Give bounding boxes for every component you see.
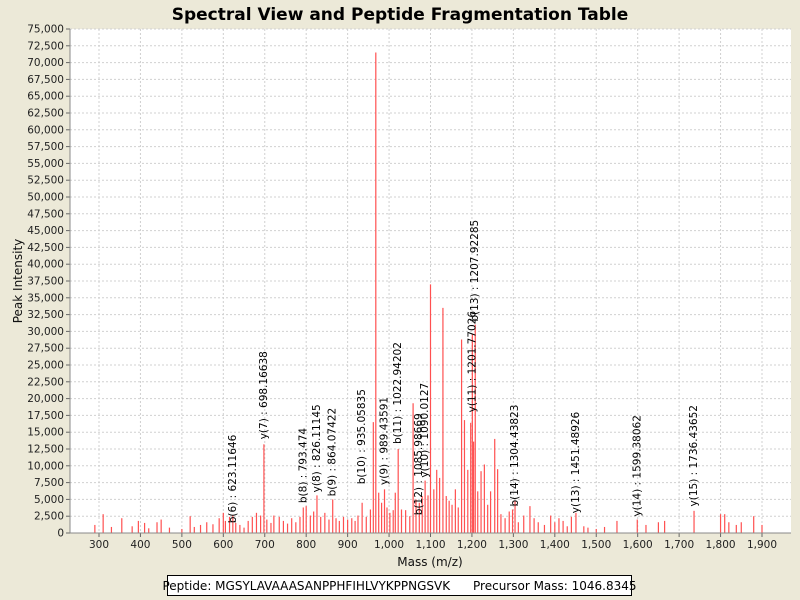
x-axis-label: Mass (m/z) (397, 555, 462, 569)
fragment-label: y(15) : 1736.43652 (688, 405, 700, 506)
y-tick-label: 2,500 (34, 511, 64, 523)
spectrum-chart: Spectral View and Peptide Fragmentation … (11, 5, 791, 569)
fragment-label: y(13) : 1451.48926 (570, 411, 582, 513)
x-tick-label: 1,800 (706, 539, 736, 551)
y-tick-label: 62,500 (27, 108, 64, 120)
peptide-sequence: Peptide: MGSYLAVAAASANPPHFIHLVYKPPNGSVK (162, 578, 451, 593)
y-tick-label: 75,000 (27, 24, 64, 36)
peak-bars (94, 52, 763, 533)
x-tick-label: 1,500 (581, 539, 611, 551)
x-tick-label: 1,100 (415, 539, 445, 551)
y-tick-label: 22,500 (27, 376, 64, 388)
fragment-label: b(12) : 1085.98669 (413, 413, 425, 515)
x-tick-label: 1,600 (623, 539, 653, 551)
y-tick-label: 55,000 (27, 158, 64, 170)
chart-title: Spectral View and Peptide Fragmentation … (172, 5, 629, 25)
y-tick-label: 50,000 (27, 192, 64, 204)
x-tick-label: 800 (296, 539, 316, 551)
x-tick-label: 900 (338, 539, 358, 551)
fragment-annotations: b(6) : 623.11646 y(7) : 698.16638 b(8) : 7… (227, 220, 700, 524)
y-tick-label: 30,000 (27, 326, 64, 338)
x-axis: 300 400 500 600 700 800 900 1,000 1,100 1,200 1,30… (70, 532, 791, 551)
y-tick-label: 40,000 (27, 259, 64, 271)
y-tick-label: 27,500 (27, 343, 64, 355)
fragment-label: b(14) : 1304.43823 (509, 405, 521, 507)
y-tick-label: 5,000 (34, 494, 64, 506)
fragment-label: b(9) : 864.07422 (327, 408, 339, 497)
fragment-label: y(9) : 989.43591 (379, 397, 391, 485)
fragment-label: b(8) : 793.474 (297, 428, 309, 503)
x-tick-label: 700 (255, 539, 275, 551)
y-tick-label: 37,500 (27, 276, 64, 288)
legend-box: Peptide: MGSYLAVAAASANPPHFIHLVYKPPNGSVK … (162, 575, 637, 596)
x-tick-label: 600 (213, 539, 233, 551)
y-tick-label: 12,500 (27, 444, 64, 456)
y-axis-label: Peak Intensity (11, 239, 25, 324)
y-tick-label: 10,000 (27, 460, 64, 472)
y-tick-label: 35,000 (27, 292, 64, 304)
fragment-label: y(10) : 1090.0127 (419, 383, 431, 478)
y-tick-label: 32,500 (27, 309, 64, 321)
y-tick-label: 57,500 (27, 141, 64, 153)
fragment-label: b(10) : 935.05835 (356, 389, 368, 484)
y-tick-label: 25,000 (27, 360, 64, 372)
y-tick-label: 52,500 (27, 175, 64, 187)
fragment-label: y(14) : 1599.38062 (631, 415, 643, 516)
y-tick-label: 15,000 (27, 427, 64, 439)
y-tick-label: 17,500 (27, 410, 64, 422)
y-tick-label: 72,500 (27, 40, 64, 52)
fragment-label: y(8) : 826.11145 (311, 404, 323, 492)
fragment-label: b(13) : 1207.92285 (469, 220, 481, 322)
x-tick-label: 1,300 (498, 539, 528, 551)
x-tick-label: 1,400 (540, 539, 570, 551)
fragment-label: b(11) : 1022.94202 (392, 342, 404, 444)
y-axis: 0 2,500 5,000 7,500 10,000 12,500 15,000 17,500… (27, 24, 71, 540)
y-tick-label: 42,500 (27, 242, 64, 254)
y-tick-label: 70,000 (27, 57, 64, 69)
y-tick-label: 45,000 (27, 225, 64, 237)
y-tick-label: 0 (57, 528, 64, 540)
y-tick-label: 20,000 (27, 393, 64, 405)
y-tick-label: 60,000 (27, 124, 64, 136)
fragment-label: y(11) : 1201.77026 (466, 311, 478, 413)
y-tick-label: 7,500 (34, 477, 64, 489)
x-tick-label: 400 (130, 539, 150, 551)
x-tick-label: 1,700 (664, 539, 694, 551)
x-tick-label: 1,000 (374, 539, 404, 551)
legend-spacer (450, 579, 473, 593)
x-tick-label: 500 (172, 539, 192, 551)
y-tick-label: 65,000 (27, 91, 64, 103)
x-tick-label: 1,900 (747, 539, 777, 551)
fragment-label: y(7) : 698.16638 (258, 351, 270, 439)
x-tick-label: 1,200 (457, 539, 487, 551)
y-tick-label: 67,500 (27, 74, 64, 86)
y-tick-label: 47,500 (27, 208, 64, 220)
fragment-label: b(6) : 623.11646 (227, 434, 239, 523)
precursor-mass: Precursor Mass: 1046.8345 (473, 578, 637, 593)
x-tick-label: 300 (89, 539, 109, 551)
